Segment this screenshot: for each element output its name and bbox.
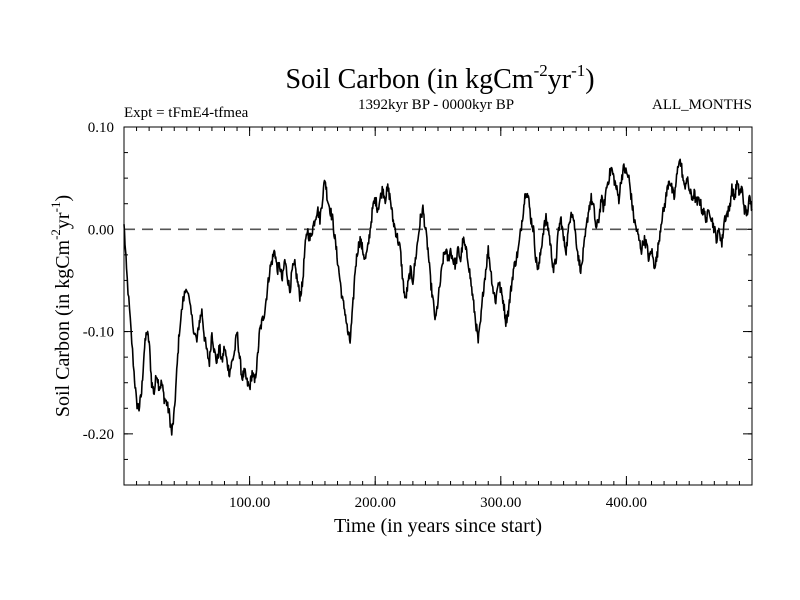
chart-title: Soil Carbon (in kgCm-2yr-1): [285, 61, 594, 95]
expt-label: Expt = tFmE4-tfmea: [124, 105, 249, 121]
y-tick-labels: 0.10 0.00 -0.10 -0.20: [83, 120, 114, 443]
season-label: ALL_MONTHS: [652, 97, 752, 113]
subtitle-period: 1392kyr BP - 0000kyr BP: [358, 97, 514, 113]
x-tick-labels: 100.00 200.00 300.00 400.00: [229, 495, 647, 511]
y-tick-label: 0.00: [88, 222, 114, 238]
y-axis-label: Soil Carbon (in kgCm-2yr-1): [48, 195, 74, 417]
y-tick-label: 0.10: [88, 120, 114, 136]
major-ticks: [124, 126, 752, 485]
y-tick-label: -0.20: [83, 427, 114, 443]
x-axis-label: Time (in years since start): [334, 515, 542, 537]
x-tick-label: 300.00: [480, 495, 521, 511]
x-tick-label: 200.00: [355, 495, 396, 511]
x-tick-label: 100.00: [229, 495, 270, 511]
soil-carbon-series-line: [123, 158, 753, 436]
y-tick-label: -0.10: [83, 325, 114, 341]
x-tick-label: 400.00: [606, 495, 647, 511]
